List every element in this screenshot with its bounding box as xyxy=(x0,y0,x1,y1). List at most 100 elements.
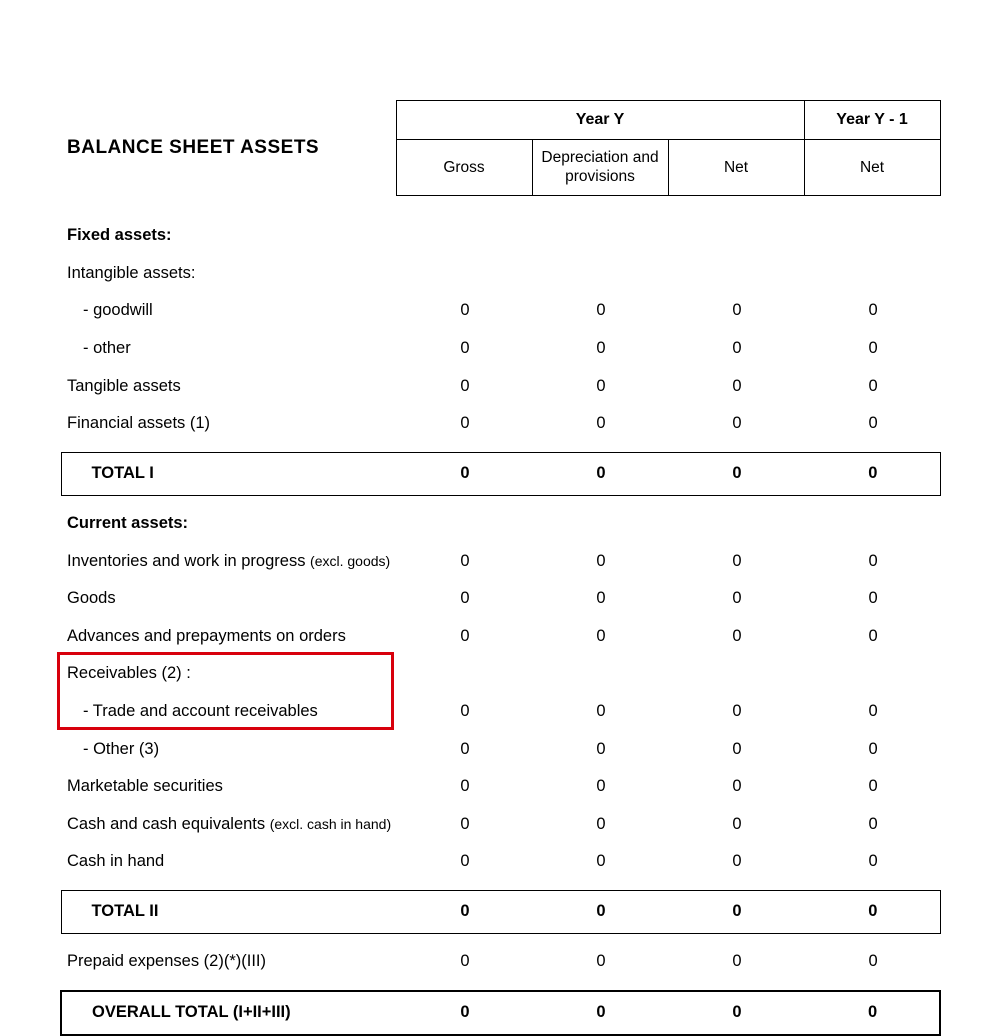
val-advances-net: 0 xyxy=(668,618,804,656)
val-goodwill-gross: 0 xyxy=(396,292,532,330)
val-cash-eq-gross: 0 xyxy=(396,806,532,844)
label-overall: OVERALL TOTAL (I+II+III) xyxy=(61,991,396,1035)
val-total1-net: 0 xyxy=(668,453,804,496)
val-overall-prev: 0 xyxy=(804,991,940,1035)
val-other-recv-net: 0 xyxy=(668,731,804,769)
val-advances-gross: 0 xyxy=(396,618,532,656)
val-financial-gross: 0 xyxy=(396,405,532,443)
val-total2-dep: 0 xyxy=(532,891,668,934)
val-other-intangible-prev: 0 xyxy=(804,330,940,368)
label-receivables: Receivables (2) : xyxy=(61,655,396,693)
label-trade: - Trade and account receivables xyxy=(61,693,396,731)
label-total-1: TOTAL I xyxy=(61,453,396,496)
row-inventories: Inventories and work in progress (excl. … xyxy=(61,543,940,581)
row-trade-receivables: - Trade and account receivables 0 0 0 0 xyxy=(61,693,940,731)
val-goods-net: 0 xyxy=(668,580,804,618)
val-goods-dep: 0 xyxy=(532,580,668,618)
val-cash-eq-net: 0 xyxy=(668,806,804,844)
val-other-recv-dep: 0 xyxy=(532,731,668,769)
row-tangible: Tangible assets 0 0 0 0 xyxy=(61,368,940,406)
val-advances-prev: 0 xyxy=(804,618,940,656)
row-prepaid: Prepaid expenses (2)(*)(III) 0 0 0 0 xyxy=(61,943,940,981)
val-financial-net: 0 xyxy=(668,405,804,443)
val-other-recv-prev: 0 xyxy=(804,731,940,769)
val-inventories-gross: 0 xyxy=(396,543,532,581)
row-fixed-assets-heading: Fixed assets: xyxy=(61,217,940,255)
val-inventories-prev: 0 xyxy=(804,543,940,581)
header-gross: Gross xyxy=(396,140,532,196)
val-trade-prev: 0 xyxy=(804,693,940,731)
val-trade-gross: 0 xyxy=(396,693,532,731)
row-overall-total: OVERALL TOTAL (I+II+III) 0 0 0 0 xyxy=(61,991,940,1035)
val-cash-eq-dep: 0 xyxy=(532,806,668,844)
header-depreciation: Depreciation and provisions xyxy=(532,140,668,196)
label-inventories-main: Inventories and work in progress xyxy=(67,552,310,570)
val-inventories-net: 0 xyxy=(668,543,804,581)
row-marketable: Marketable securities 0 0 0 0 xyxy=(61,768,940,806)
val-overall-net: 0 xyxy=(668,991,804,1035)
val-advances-dep: 0 xyxy=(532,618,668,656)
val-other-intangible-net: 0 xyxy=(668,330,804,368)
val-prepaid-prev: 0 xyxy=(804,943,940,981)
row-cash-in-hand: Cash in hand 0 0 0 0 xyxy=(61,843,940,881)
val-total1-gross: 0 xyxy=(396,453,532,496)
val-prepaid-dep: 0 xyxy=(532,943,668,981)
row-total-1: TOTAL I 0 0 0 0 xyxy=(61,453,940,496)
val-total1-prev: 0 xyxy=(804,453,940,496)
header-prev-net: Net xyxy=(804,140,940,196)
val-tangible-gross: 0 xyxy=(396,368,532,406)
val-other-intangible-dep: 0 xyxy=(532,330,668,368)
header-year-y: Year Y xyxy=(396,101,804,140)
label-fixed-assets: Fixed assets: xyxy=(61,217,396,255)
header-net: Net xyxy=(668,140,804,196)
val-trade-net: 0 xyxy=(668,693,804,731)
table-title: BALANCE SHEET ASSETS xyxy=(61,101,396,196)
label-inventories-note: (excl. goods) xyxy=(310,553,390,569)
label-total-2: TOTAL II xyxy=(61,891,396,934)
label-tangible: Tangible assets xyxy=(61,368,396,406)
label-cash-eq-main: Cash and cash equivalents xyxy=(67,815,270,833)
row-intangible-heading: Intangible assets: xyxy=(61,255,940,293)
label-cash-eq-note: (excl. cash in hand) xyxy=(270,816,391,832)
val-total2-net: 0 xyxy=(668,891,804,934)
row-goodwill: - goodwill 0 0 0 0 xyxy=(61,292,940,330)
val-other-intangible-gross: 0 xyxy=(396,330,532,368)
val-overall-dep: 0 xyxy=(532,991,668,1035)
row-financial: Financial assets (1) 0 0 0 0 xyxy=(61,405,940,443)
val-marketable-prev: 0 xyxy=(804,768,940,806)
balance-sheet-table-wrap: BALANCE SHEET ASSETS Year Y Year Y - 1 G… xyxy=(60,100,940,1036)
row-receivables-heading: Receivables (2) : xyxy=(61,655,940,693)
row-total-2: TOTAL II 0 0 0 0 xyxy=(61,891,940,934)
label-financial: Financial assets (1) xyxy=(61,405,396,443)
val-goodwill-net: 0 xyxy=(668,292,804,330)
row-advances: Advances and prepayments on orders 0 0 0… xyxy=(61,618,940,656)
val-marketable-gross: 0 xyxy=(396,768,532,806)
val-cash-hand-gross: 0 xyxy=(396,843,532,881)
val-total2-prev: 0 xyxy=(804,891,940,934)
label-goodwill: - goodwill xyxy=(61,292,396,330)
val-cash-hand-dep: 0 xyxy=(532,843,668,881)
header-year-prev: Year Y - 1 xyxy=(804,101,940,140)
val-trade-dep: 0 xyxy=(532,693,668,731)
label-other-intangible: - other xyxy=(61,330,396,368)
label-cash-hand: Cash in hand xyxy=(61,843,396,881)
val-marketable-net: 0 xyxy=(668,768,804,806)
val-prepaid-net: 0 xyxy=(668,943,804,981)
val-goodwill-prev: 0 xyxy=(804,292,940,330)
val-tangible-dep: 0 xyxy=(532,368,668,406)
val-goods-gross: 0 xyxy=(396,580,532,618)
row-other-receivables: - Other (3) 0 0 0 0 xyxy=(61,731,940,769)
row-goods: Goods 0 0 0 0 xyxy=(61,580,940,618)
val-financial-prev: 0 xyxy=(804,405,940,443)
val-other-recv-gross: 0 xyxy=(396,731,532,769)
val-overall-gross: 0 xyxy=(396,991,532,1035)
val-total2-gross: 0 xyxy=(396,891,532,934)
val-cash-hand-prev: 0 xyxy=(804,843,940,881)
row-cash-equivalents: Cash and cash equivalents (excl. cash in… xyxy=(61,806,940,844)
val-inventories-dep: 0 xyxy=(532,543,668,581)
val-goods-prev: 0 xyxy=(804,580,940,618)
val-prepaid-gross: 0 xyxy=(396,943,532,981)
label-current-assets: Current assets: xyxy=(61,505,396,543)
balance-sheet-table: BALANCE SHEET ASSETS Year Y Year Y - 1 G… xyxy=(60,100,941,1036)
val-marketable-dep: 0 xyxy=(532,768,668,806)
